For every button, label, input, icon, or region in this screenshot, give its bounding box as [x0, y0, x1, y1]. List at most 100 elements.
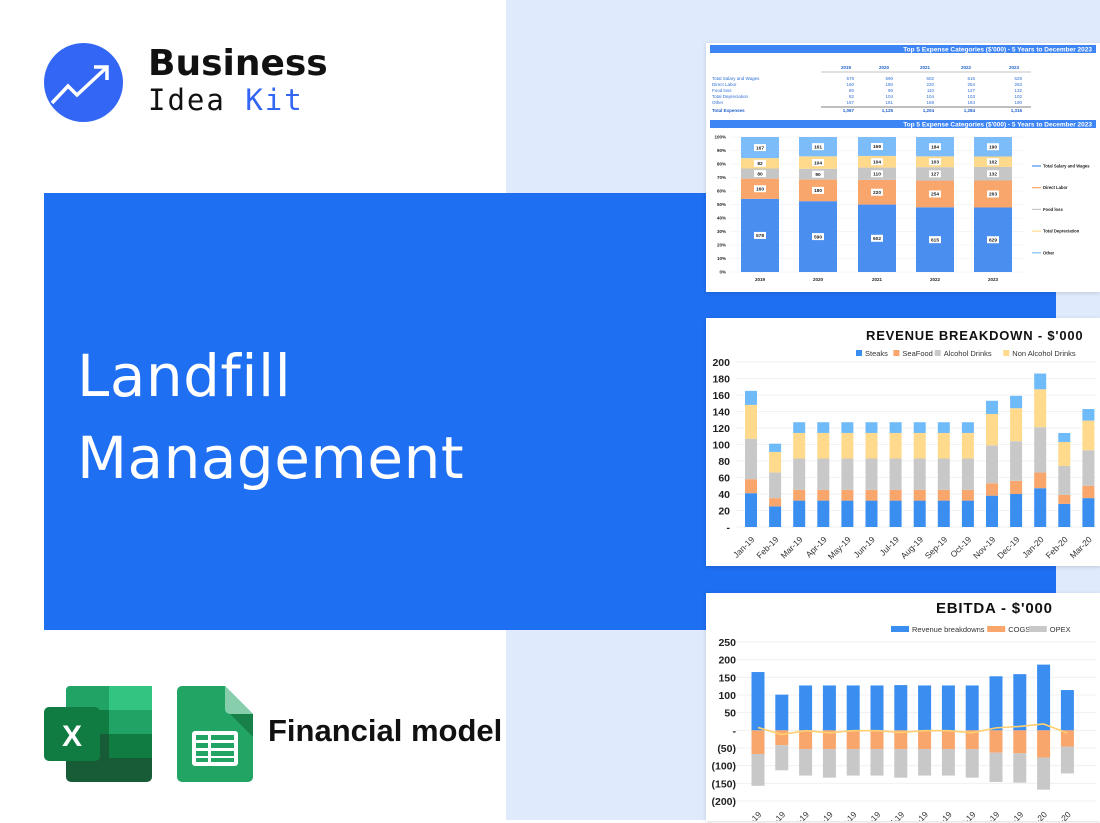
bar-segment [961, 422, 974, 433]
bar-segment [865, 489, 878, 501]
legend-swatch [934, 350, 941, 356]
row-label: Food loss [712, 88, 732, 93]
cell-value: 103 [967, 94, 975, 99]
bar-segment [989, 730, 1003, 753]
data-label: 90 [815, 172, 821, 178]
data-label: 102 [989, 159, 997, 165]
bar-segment [745, 390, 757, 405]
bar-segment [961, 432, 974, 459]
data-label: 629 [989, 237, 997, 243]
expense-card: Top 5 Expense Categories ($'000) - 5 Yea… [706, 43, 1100, 292]
x-tick-label: Nov-19 [971, 534, 998, 561]
logo-text-idea-kit: Idea Kit [148, 83, 304, 117]
total-value: 1,284 [964, 108, 976, 113]
data-label-bg [871, 142, 883, 150]
data-label: 127 [931, 172, 939, 178]
bar-segment [1058, 442, 1071, 466]
y-tick-label: 160 [712, 390, 730, 402]
bar-segment [1037, 757, 1051, 790]
bar-segment [865, 458, 878, 490]
financial-model-label: Financial model [268, 713, 503, 748]
data-label-bg [987, 170, 999, 178]
chart-title: Top 5 Expense Categories ($'000) - 5 Yea… [903, 122, 1092, 129]
bar-segment [870, 730, 884, 750]
bar-segment [913, 489, 926, 501]
bar-segment [937, 422, 950, 433]
bar-segment [1037, 664, 1051, 731]
y-tick-label: 140 [712, 407, 730, 419]
bar-segment [751, 730, 765, 755]
bar-segment [961, 489, 974, 501]
table-title: Top 5 Expense Categories ($'000) - 5 Yea… [903, 47, 1092, 54]
row-label: Other [712, 100, 724, 105]
cell-value: 629 [1014, 76, 1022, 81]
bar-segment [793, 432, 806, 459]
y-tick-label: - [727, 522, 731, 534]
data-label: 104 [814, 160, 822, 166]
bar-segment [1060, 690, 1074, 731]
legend-swatch [987, 626, 1006, 632]
bar-segment [745, 479, 757, 494]
bar-segment [769, 506, 782, 527]
x-tick-label: 2022 [930, 277, 941, 282]
cell-value: 220 [926, 82, 934, 87]
bar-segment [1034, 488, 1047, 527]
bar-segment [986, 445, 998, 484]
data-label: 110 [873, 171, 881, 177]
data-label-bg [812, 186, 824, 194]
data-label: 161 [814, 144, 822, 150]
x-tick-label: Jan-19 [731, 534, 757, 560]
legend-swatch [891, 626, 909, 632]
google-sheets-icon [177, 686, 253, 787]
cell-value: 169 [926, 100, 934, 105]
title-line-2: Management [77, 424, 465, 492]
data-label: 180 [814, 188, 822, 194]
data-label-bg [754, 159, 766, 167]
data-label-bg [871, 170, 883, 178]
data-label-bg [987, 236, 999, 244]
cell-value: 104 [885, 94, 893, 99]
ebitda-card: EBITDA - $'000 (200) (150) (100) (50) - 50 100 1… [706, 593, 1100, 821]
bar-segment [745, 493, 757, 527]
bar-segment [1082, 485, 1095, 499]
bar-segment [1082, 498, 1095, 527]
column-header: 2023 [1009, 65, 1020, 70]
cell-value: 602 [926, 76, 934, 81]
y-tick-label: 60% [717, 189, 726, 194]
x-tick-label: Aug-19 [899, 534, 926, 561]
bar-segment [1082, 450, 1095, 486]
bar-segment [1058, 432, 1071, 443]
bar-segment [870, 685, 884, 731]
data-label: 184 [931, 144, 939, 150]
x-tick-label: Feb-19 [754, 534, 780, 560]
data-label: 82 [757, 161, 763, 167]
y-tick-label: 120 [712, 423, 730, 435]
x-tick-label: Mar-19 [778, 534, 804, 560]
x-tick-label: Nov-19 [975, 809, 1002, 821]
excel-icon: X [44, 686, 152, 787]
bar-segment [913, 500, 926, 527]
bar-segment [846, 749, 860, 776]
bar-segment [841, 458, 854, 490]
y-tick-label: 100 [712, 440, 730, 452]
x-tick-label: Jan-20 [1024, 809, 1050, 821]
bar-segment [986, 400, 998, 414]
cell-value: 263 [1014, 82, 1022, 87]
bar-segment [1034, 427, 1047, 473]
bar-segment [961, 458, 974, 490]
svg-text:X: X [62, 720, 82, 753]
cell-value: 254 [967, 82, 975, 87]
data-label: 167 [756, 145, 764, 151]
bar-segment [937, 500, 950, 527]
legend-label: Food loss [1043, 207, 1063, 212]
bar-segment [769, 498, 782, 507]
bar-segment [793, 500, 806, 527]
bar-segment [865, 422, 878, 433]
data-label: 104 [873, 159, 881, 165]
bar-segment [1037, 730, 1051, 758]
data-label: 190 [989, 144, 997, 150]
legend-label: SeaFood [902, 349, 932, 358]
y-tick-label: 180 [712, 374, 730, 386]
chart-title: EBITDA - $'000 [936, 600, 1053, 617]
cell-value: 161 [885, 100, 893, 105]
